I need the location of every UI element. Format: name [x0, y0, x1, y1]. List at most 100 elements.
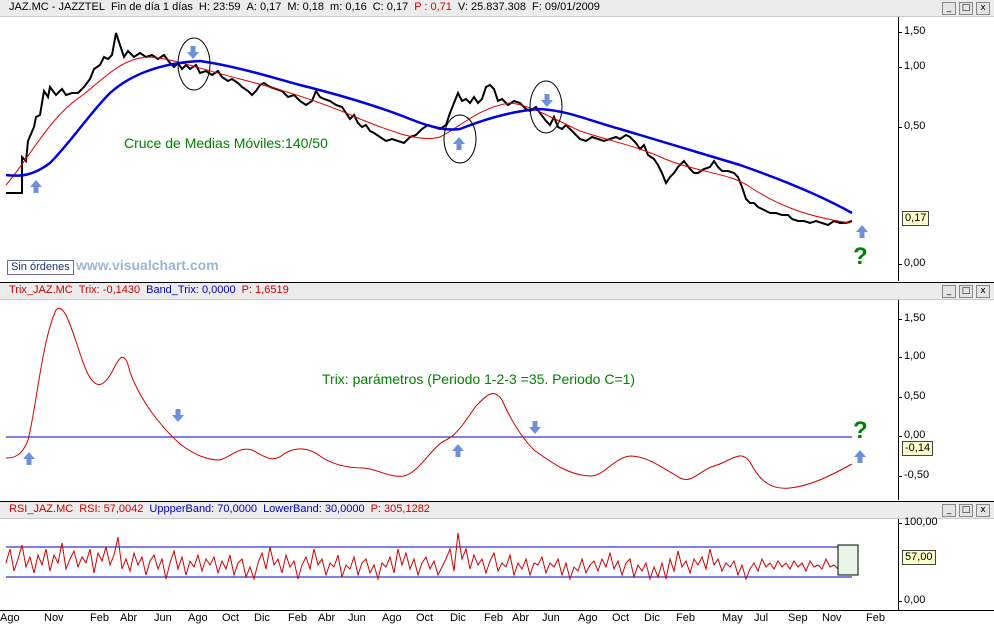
price-window-buttons: _ □ x	[942, 2, 990, 15]
close-icon[interactable]: x	[976, 2, 990, 15]
close-icon[interactable]: x	[976, 285, 990, 298]
minimize-icon[interactable]: _	[942, 504, 956, 517]
question-mark: ?	[853, 417, 868, 444]
cross-marker	[177, 37, 211, 91]
x-tick-label: Jun	[154, 612, 172, 624]
x-tick-label: Sep	[788, 612, 808, 624]
period-label: Fin de día 1 días	[110, 1, 193, 13]
trix-axis	[898, 300, 994, 500]
x-tick-label: Dic	[644, 612, 660, 624]
rsi-header-text: RSI_JAZ.MC RSI: 57,0042 UppperBand: 70,000…	[9, 503, 430, 515]
price-last-value: 0,17	[902, 211, 930, 226]
rsi-p: P: 305,1282	[370, 503, 430, 515]
lower-band-value: LowerBand: 30,0000	[263, 503, 365, 515]
trix-header-text: Trix_JAZ.MC Trix: -0,1430 Band_Trix: 0,000…	[9, 284, 289, 296]
price-pane: JAZ.MC - JAZZTEL Fin de día 1 días H: 23:5…	[0, 0, 994, 281]
date-label: F: 09/01/2009	[532, 1, 600, 13]
x-tick-label: Jul	[754, 612, 769, 624]
band-value: Band_Trix: 0,0000	[146, 284, 236, 296]
trix-value: Trix: -0,1430	[78, 284, 141, 296]
trix-pane-header: Trix_JAZ.MC Trix: -0,1430 Band_Trix: 0,000…	[0, 283, 994, 300]
minimize-icon[interactable]: _	[942, 2, 956, 15]
trix-name: Trix_JAZ.MC	[9, 284, 73, 296]
x-tick-label: Ago	[382, 612, 402, 624]
rsi-line	[5, 532, 853, 581]
open-label: A: 0,17	[246, 1, 282, 13]
rsi-chart[interactable]	[0, 519, 898, 611]
price-series	[6, 32, 853, 227]
low-label: m: 0,16	[330, 1, 367, 13]
trix-chart[interactable]	[0, 300, 898, 500]
x-tick-label: May	[722, 612, 743, 624]
price-annotation: Cruce de Medias Móviles:140/50	[124, 135, 328, 151]
ticker-label: JAZ.MC - JAZZTEL	[9, 1, 105, 13]
hour-label: H: 23:59	[198, 1, 241, 13]
trix-pane: Trix_JAZ.MC Trix: -0,1430 Band_Trix: 0,000…	[0, 282, 994, 501]
trix-last-value: -0,14	[902, 441, 934, 456]
x-tick-label: Feb	[288, 612, 307, 624]
high-label: M: 0,18	[287, 1, 325, 13]
x-tick-label: Feb	[866, 612, 885, 624]
minimize-icon[interactable]: _	[942, 285, 956, 298]
x-tick-label: Jun	[542, 612, 560, 624]
x-tick-label: Nov	[44, 612, 64, 624]
x-tick-label: Abr	[318, 612, 336, 624]
rsi-value: RSI: 57,0042	[79, 503, 144, 515]
x-tick-label: Feb	[90, 612, 109, 624]
x-tick-label: Ago	[0, 612, 20, 624]
cross-marker	[443, 114, 477, 164]
arrow-down-icon	[529, 421, 541, 434]
x-tick-label: Dic	[450, 612, 466, 624]
maximize-icon[interactable]: □	[959, 504, 973, 517]
arrow-down-icon	[187, 46, 199, 59]
maximize-icon[interactable]: □	[959, 2, 973, 15]
close-icon[interactable]: x	[976, 504, 990, 517]
price-axis	[898, 17, 994, 281]
question-mark: ?	[853, 243, 868, 270]
x-tick-label: Oct	[612, 612, 630, 624]
cross-marker	[529, 80, 563, 134]
rsi-axis	[898, 519, 994, 611]
watermark: www.visualchart.com	[76, 257, 219, 273]
trix-annotation: Trix: parámetros (Periodo 1-2-3 =35. Per…	[322, 371, 636, 387]
time-axis: Ago Nov Feb Abr Jun Ago Oct Dic Feb Abr …	[0, 610, 994, 628]
rsi-last-box	[837, 544, 859, 576]
x-tick-label: Oct	[222, 612, 240, 624]
arrow-up-icon	[23, 452, 35, 465]
x-tick-label: Abr	[120, 612, 138, 624]
arrow-down-icon	[172, 409, 184, 422]
volume-label: V: 25.837.308	[457, 1, 527, 13]
price-pane-header: JAZ.MC - JAZZTEL Fin de día 1 días H: 23:5…	[0, 0, 994, 17]
upper-band-value: UppperBand: 70,0000	[149, 503, 258, 515]
arrow-up-icon	[453, 137, 465, 150]
x-tick-label: Dic	[254, 612, 270, 624]
x-tick-label: Ago	[578, 612, 598, 624]
trix-line	[5, 307, 853, 489]
arrow-up-icon	[30, 180, 42, 193]
ma-fast-line	[5, 56, 851, 224]
arrow-up-icon	[452, 444, 464, 457]
arrow-up-icon	[854, 450, 866, 463]
x-tick-label: Jun	[348, 612, 366, 624]
rsi-window-buttons: _ □ x	[942, 504, 990, 517]
price-chart[interactable]	[0, 17, 898, 281]
pct-label: P : 0,71	[414, 1, 452, 13]
x-tick-label: Feb	[484, 612, 503, 624]
orders-button[interactable]: Sin órdenes	[7, 260, 74, 275]
maximize-icon[interactable]: □	[959, 285, 973, 298]
x-tick-label: Oct	[416, 612, 434, 624]
x-tick-label: Abr	[512, 612, 530, 624]
rsi-pane: RSI_JAZ.MC RSI: 57,0042 UppperBand: 70,000…	[0, 501, 994, 611]
x-tick-label: Nov	[822, 612, 842, 624]
trix-window-buttons: _ □ x	[942, 285, 990, 298]
rsi-last-value: 57,00	[902, 550, 936, 565]
x-tick-label: Ago	[188, 612, 208, 624]
arrow-up-icon	[856, 225, 868, 238]
close-label: C: 0,17	[372, 1, 409, 13]
ma-slow-line	[5, 59, 853, 215]
arrow-down-icon	[541, 94, 553, 107]
trix-p: P: 1,6519	[241, 284, 289, 296]
rsi-name: RSI_JAZ.MC	[9, 503, 74, 515]
x-tick-label: Feb	[676, 612, 695, 624]
price-header-text: JAZ.MC - JAZZTEL Fin de día 1 días H: 23:5…	[9, 1, 600, 13]
